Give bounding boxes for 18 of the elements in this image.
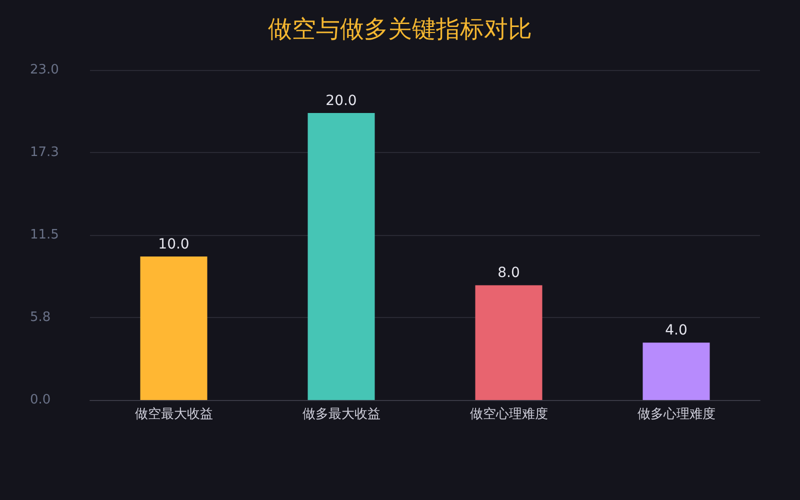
data-label: 4.0 — [665, 322, 688, 339]
x-tick-label: 做空最大收益 — [134, 407, 213, 422]
y-tick-label: 17.3 — [30, 145, 59, 160]
data-label: 20.0 — [326, 93, 357, 110]
chart-title: 做空与做多关键指标对比 — [268, 15, 532, 43]
bar — [308, 113, 375, 400]
y-tick-label: 0.0 — [30, 392, 51, 408]
x-tick-label: 做多心理难度 — [637, 406, 716, 422]
x-tick-label: 做多最大收益 — [302, 407, 380, 422]
x-tick-label: 做空心理难度 — [470, 406, 548, 422]
y-tick-label: 5.8 — [30, 310, 51, 325]
y-tick-label: 11.5 — [30, 228, 59, 242]
data-label: 8.0 — [498, 265, 520, 282]
bar — [475, 285, 542, 400]
bar — [140, 256, 208, 400]
y-tick-label: 23.0 — [30, 62, 59, 78]
bar — [642, 342, 710, 400]
data-label: 10.0 — [158, 236, 190, 253]
